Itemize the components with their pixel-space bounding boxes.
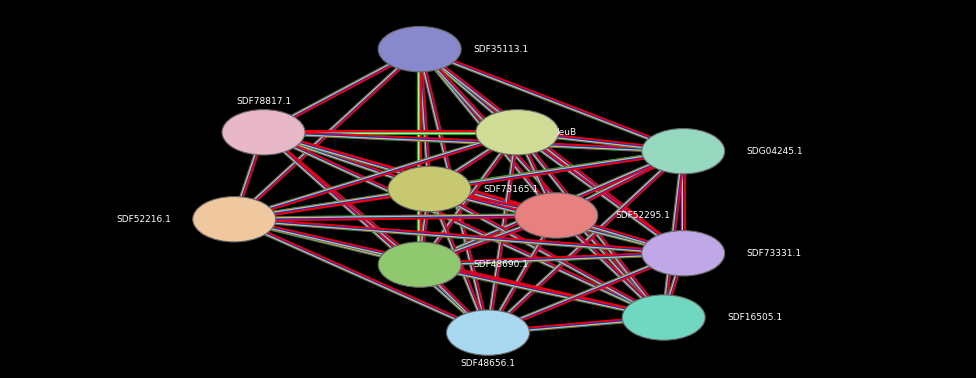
Ellipse shape bbox=[642, 231, 724, 276]
Ellipse shape bbox=[515, 193, 597, 238]
Ellipse shape bbox=[476, 110, 558, 155]
Text: SDF52295.1: SDF52295.1 bbox=[615, 211, 670, 220]
Ellipse shape bbox=[379, 26, 462, 72]
Ellipse shape bbox=[447, 310, 530, 355]
Ellipse shape bbox=[642, 129, 724, 174]
Text: SDF48690.1: SDF48690.1 bbox=[473, 260, 528, 269]
Ellipse shape bbox=[388, 166, 471, 212]
Text: SDG04245.1: SDG04245.1 bbox=[747, 147, 803, 156]
Ellipse shape bbox=[379, 242, 462, 287]
Text: SDF52216.1: SDF52216.1 bbox=[116, 215, 171, 224]
Ellipse shape bbox=[623, 295, 706, 340]
Text: SDF35113.1: SDF35113.1 bbox=[473, 45, 528, 54]
Text: SDF16505.1: SDF16505.1 bbox=[727, 313, 782, 322]
Text: leuB: leuB bbox=[556, 128, 577, 137]
Text: SDF48656.1: SDF48656.1 bbox=[461, 359, 515, 368]
Ellipse shape bbox=[193, 197, 275, 242]
Ellipse shape bbox=[223, 110, 305, 155]
Text: SDF78817.1: SDF78817.1 bbox=[236, 97, 291, 106]
Text: SDF73165.1: SDF73165.1 bbox=[483, 184, 538, 194]
Text: SDF73331.1: SDF73331.1 bbox=[747, 249, 801, 258]
